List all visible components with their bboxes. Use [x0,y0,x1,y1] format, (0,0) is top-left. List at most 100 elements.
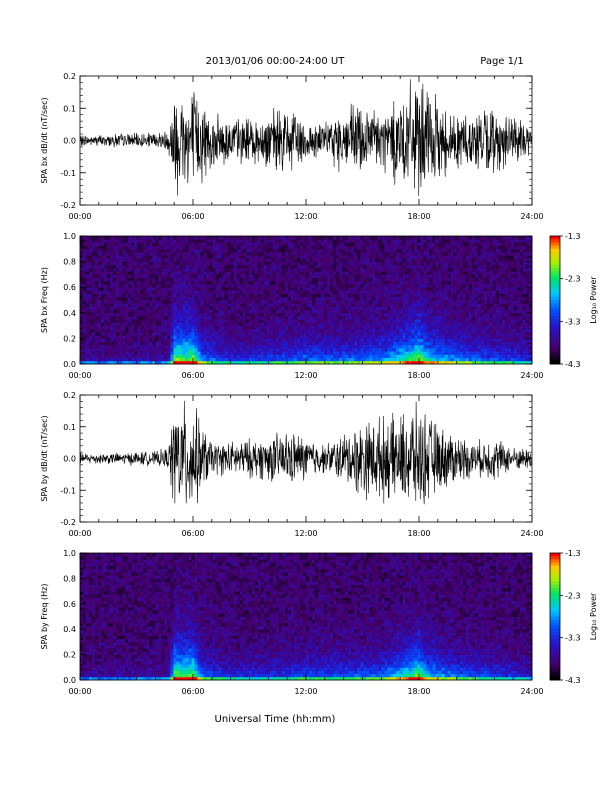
heatmap-cell [390,360,394,365]
heatmap-cell [230,264,235,269]
heatmap-cell [339,354,343,358]
heatmap-cell [146,335,150,339]
heatmap-cell [92,328,96,333]
heatmap-cell [92,248,96,253]
heatmap-cell [405,300,409,304]
heatmap-cell [140,325,144,330]
heatmap-cell [348,293,352,298]
heatmap-cell [200,319,204,323]
heatmap-cell [161,322,165,326]
heatmap-cell [309,319,313,323]
heatmap-cell [363,280,367,285]
heatmap-cell [110,348,114,352]
heatmap-cell [315,248,319,253]
heatmap-cell [384,245,388,250]
heatmap-cell [435,284,439,288]
heatmap-cell [104,312,108,317]
heatmap-cell [339,252,343,256]
heatmap-cell [86,280,90,285]
heatmap-cell [324,287,328,291]
heatmap-cell [107,239,111,243]
heatmap-cell [284,284,289,288]
heatmap-cell [333,360,337,365]
heatmap-cell [239,239,244,243]
heatmap-cell [224,341,229,346]
heatmap-cell [233,335,238,339]
heatmap-cell [110,306,114,310]
heatmap-cell [212,248,216,253]
heatmap-cell [215,328,220,333]
heatmap-cell [167,351,171,355]
heatmap-cell [284,303,289,307]
heatmap-cell [212,348,216,352]
heatmap-cell [444,274,449,278]
heatmap-cell [357,338,361,342]
heatmap-cell [107,312,111,317]
heatmap-cell [158,332,162,336]
heatmap-cell [266,319,271,323]
heatmap-cell [420,296,424,301]
heatmap-cell [396,319,400,323]
heatmap-cell [351,242,355,246]
heatmap-cell [149,312,153,317]
heatmap-cell [167,341,171,346]
heatmap-cell [366,328,370,333]
heatmap-cell [414,348,418,352]
heatmap-cell [336,258,340,262]
heatmap-cell [236,245,241,250]
heatmap-cell [296,351,301,355]
heatmap-cell [357,255,361,259]
heatmap-cell [188,258,192,262]
heatmap-cell [321,255,325,259]
heatmap-cell [290,328,295,333]
heatmap-cell [381,261,385,266]
heatmap-cell [89,341,93,346]
heatmap-cell [315,293,319,298]
heatmap-cell [107,322,111,326]
heatmap-cell [417,255,421,259]
heatmap-cell [236,357,241,362]
heatmap-cell [98,296,102,301]
heatmap-cell [432,354,436,358]
heatmap-cell [104,306,108,310]
heatmap-cell [263,354,268,358]
heatmap-cell [281,338,286,342]
heatmap-cell [260,290,265,294]
heatmap-cell [131,290,135,294]
heatmap-cell [339,236,343,240]
heatmap-cell [336,335,340,339]
heatmap-cell [125,252,129,256]
heatmap-cell [269,351,274,355]
heatmap-cell [324,325,328,330]
heatmap-cell [333,351,337,355]
heatmap-cell [161,306,165,310]
heatmap-cell [152,252,156,256]
heatmap-cell [399,277,403,282]
heatmap-cell [260,332,265,336]
heatmap-cell [441,277,446,282]
heatmap-cell [143,258,147,262]
heatmap-cell [281,303,286,307]
heatmap-cell [393,296,397,301]
heatmap-cell [348,264,352,269]
heatmap-cell [306,300,310,304]
heatmap-cell [390,354,394,358]
heatmap-cell [260,303,265,307]
heatmap-cell [414,248,418,253]
heatmap-cell [342,348,346,352]
heatmap-cell [233,268,238,272]
heatmap-cell [188,264,192,269]
heatmap-cell [80,303,84,307]
heatmap-cell [197,264,201,269]
heatmap-cell [441,354,446,358]
heatmap-cell [125,239,129,243]
heatmap-cell [354,360,358,365]
heatmap-cell [221,322,226,326]
heatmap-cell [417,264,421,269]
heatmap-cell [387,335,391,339]
heatmap-cell [309,335,313,339]
heatmap-cell [360,239,364,243]
heatmap-cell [107,335,111,339]
heatmap-cell [170,344,174,349]
heatmap-cell [342,264,346,269]
